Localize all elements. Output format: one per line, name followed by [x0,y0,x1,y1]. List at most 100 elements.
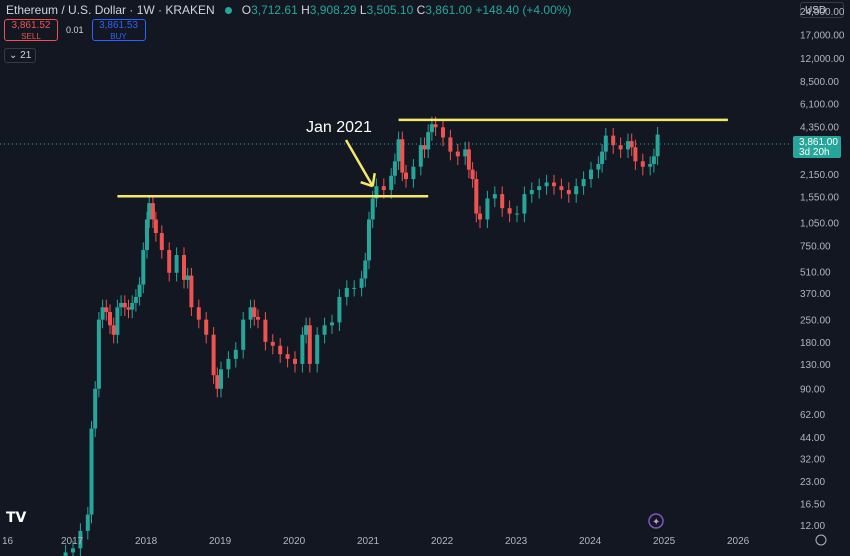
candle [233,349,238,359]
chart-header: Ethereum / U.S. Dollar · 1W · KRAKEN O3,… [0,0,796,20]
y-tick-label: 23.00 [800,477,825,488]
candle [603,135,608,152]
y-tick-label: 130.00 [800,360,831,371]
candle [182,255,186,280]
candle [441,127,445,138]
y-tick-label: 24,000.00 [800,7,845,18]
candle [115,307,120,335]
candle [566,190,571,195]
candle [270,341,275,346]
candle [150,203,155,220]
sell-price: 3,861.52 [11,20,51,31]
candle [429,124,434,133]
symbol-title[interactable]: Ethereum / U.S. Dollar · 1W · KRAKEN [6,3,215,17]
buy-price: 3,861.53 [99,20,138,31]
candle [396,139,401,162]
y-tick-label: 1,550.00 [800,192,839,203]
candle [256,317,260,320]
candle [185,275,190,280]
candle [640,161,645,167]
spread-value: 0.01 [66,25,84,35]
candle [167,250,172,273]
candle [96,319,101,389]
candle [307,325,312,364]
change-value: +148.40 (+4.00%) [475,3,572,17]
candles-layer [63,116,660,556]
y-tick-label: 17,000.00 [800,30,845,41]
y-tick-label: 2,150.00 [800,170,839,181]
candle [330,322,334,326]
buy-button[interactable]: 3,861.53 BUY [91,19,146,41]
candle [611,135,616,146]
candle [600,151,605,164]
candle [263,319,268,342]
y-tick-label: 4,350.00 [800,122,839,133]
y-tick-label: 32.00 [800,455,825,466]
currency-select[interactable]: USD [800,2,844,18]
x-tick-label: 2019 [209,536,232,547]
candle [344,287,349,297]
candle [285,354,290,359]
time-axis: 16 2017 2018 2019 2020 2021 2022 2023 2024 2025 20… [2,536,750,547]
candle [629,141,634,148]
candle [133,296,138,303]
y-tick-label: 370.00 [800,289,831,300]
y-tick-label: 16.50 [800,499,825,510]
candle [119,302,124,308]
candle [426,132,431,150]
candle [626,141,630,150]
y-tick-label: 750.00 [800,241,831,252]
sparkle-icon[interactable] [648,513,664,529]
candle [93,388,98,429]
candle [515,213,519,215]
candle [507,208,512,214]
candle [655,134,660,157]
low-label: L [359,3,367,17]
candle [367,219,371,261]
currency-label: USD [805,5,827,16]
high-label: H [301,3,310,17]
indicators-toggle[interactable]: ⌄ 21 [4,48,37,63]
candle [596,163,601,170]
candle [104,307,109,312]
annotation-jan-2021: Jan 2021 [306,119,372,136]
candle [537,186,542,191]
candle [145,219,149,251]
high-value: 3,908.29 [309,3,357,17]
candle [478,213,482,220]
candle [500,194,505,209]
candle [433,124,438,128]
candle [153,219,158,234]
candle [352,287,357,289]
close-value: 3,861.00 [425,3,472,17]
candle [78,530,83,549]
settings-gear-icon[interactable] [815,534,827,546]
y-tick-label: 12,000.00 [800,54,845,65]
candle [196,307,201,320]
candle [422,145,427,150]
candle [359,278,364,288]
price-axis: 24,000.00 17,000.00 12,000.00 8,500.00 6,100… [800,7,845,532]
candle [130,302,135,310]
buy-label: BUY [110,32,127,41]
x-tick-label: 2025 [653,536,676,547]
y-tick-label: 90.00 [800,385,825,396]
candle [108,311,112,326]
candle [89,428,94,515]
candle [248,307,253,320]
candle [100,307,105,320]
y-tick-label: 44.00 [800,433,825,444]
current-price-label [793,136,841,158]
x-tick-label: 2022 [431,536,454,547]
ohlc-readout: O3,712.61 H3,908.29 L3,505.10 C3,861.00 … [242,3,572,17]
indicator-count: 21 [20,50,32,61]
candle [618,145,623,150]
candle [293,358,297,364]
current-price-value: 3,861.00 [799,137,838,148]
candle [300,334,305,364]
sell-button[interactable]: 3,861.52 SELL [4,19,58,41]
candle [589,169,593,180]
candle [648,163,653,167]
candle [211,334,216,376]
